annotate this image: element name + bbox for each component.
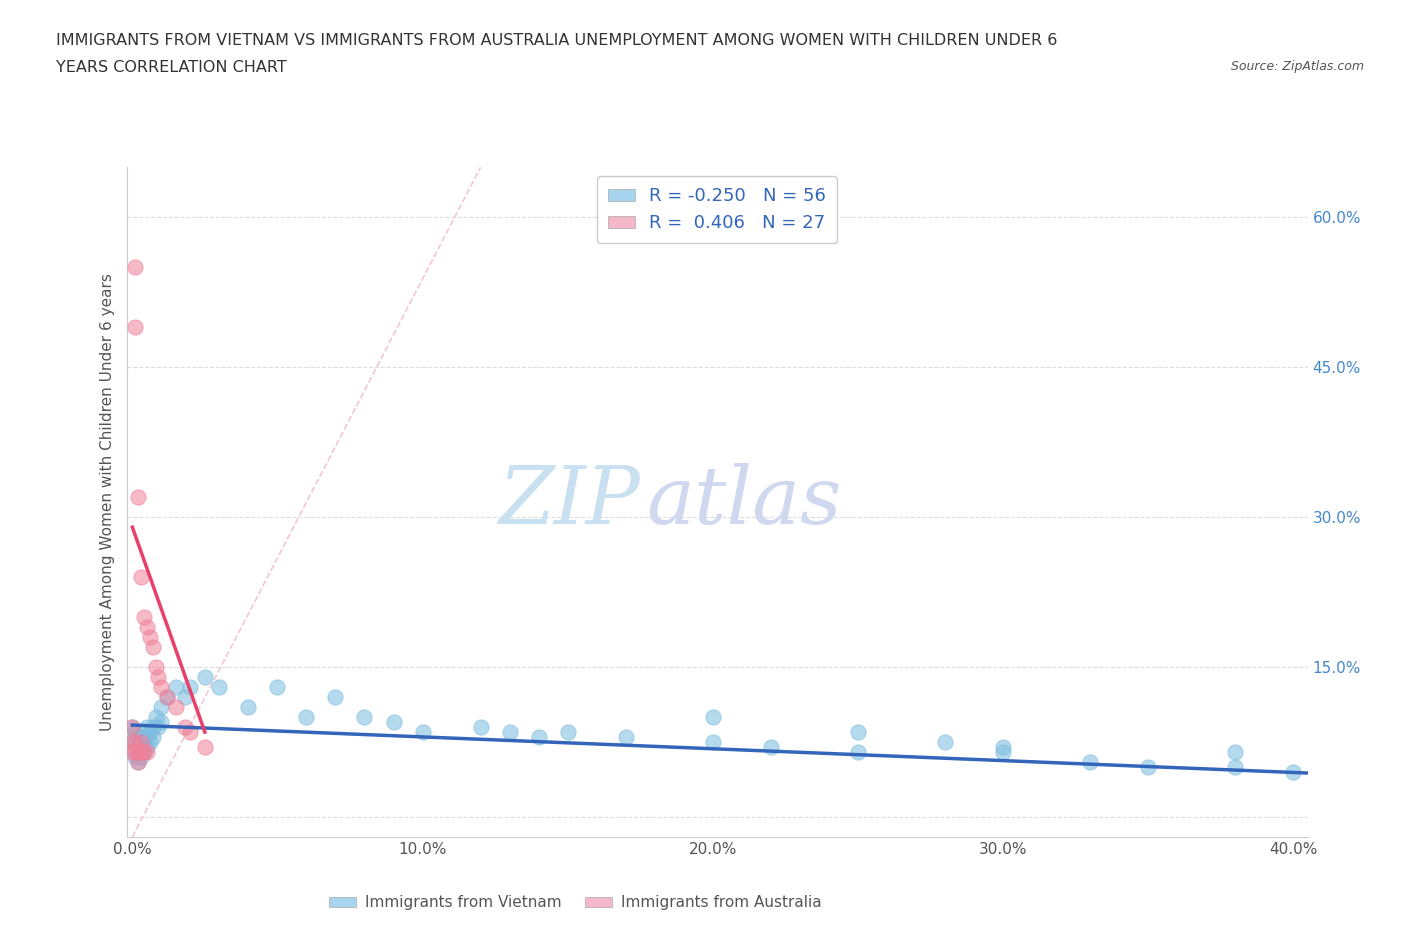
Point [194,670,217,684]
Point [127,745,149,760]
Point [127,490,149,505]
Point [1223,745,1246,760]
Legend: Immigrants from Vietnam, Immigrants from Australia: Immigrants from Vietnam, Immigrants from… [322,889,828,916]
Point [759,739,782,754]
Point [1223,760,1246,775]
Point [238,699,260,714]
Text: Source: ZipAtlas.com: Source: ZipAtlas.com [1230,60,1364,73]
Point [208,680,231,695]
Point [991,745,1014,760]
Point [165,699,187,714]
Point [1282,764,1305,779]
Point [1078,754,1101,769]
Point [266,680,288,695]
Text: atlas: atlas [647,463,842,541]
Point [139,630,162,644]
Point [702,710,724,724]
Point [132,745,155,760]
Point [614,730,637,745]
Point [121,720,143,735]
Point [148,720,170,735]
Point [846,745,869,760]
Point [127,754,149,769]
Point [124,739,146,754]
Text: ZIP: ZIP [499,463,640,541]
Text: YEARS CORRELATION CHART: YEARS CORRELATION CHART [56,60,287,75]
Point [139,735,162,750]
Point [1136,760,1159,775]
Point [156,690,179,705]
Point [382,714,405,729]
Point [132,735,155,750]
Point [127,754,149,769]
Point [135,730,157,745]
Point [124,750,146,764]
Point [135,619,157,634]
Point [527,730,550,745]
Point [135,745,157,760]
Point [325,690,347,705]
Point [991,739,1014,754]
Point [295,710,318,724]
Point [145,659,167,674]
Point [179,724,201,739]
Point [127,735,149,750]
Point [139,724,162,739]
Point [194,739,217,754]
Point [846,724,869,739]
Point [148,670,170,684]
Point [124,259,146,274]
Point [124,745,146,760]
Point [129,745,152,760]
Point [142,720,165,735]
Point [127,730,149,745]
Point [150,680,173,695]
Point [121,745,143,760]
Point [129,730,152,745]
Point [121,735,143,750]
Point [132,745,155,760]
Point [150,699,173,714]
Point [165,680,187,695]
Point [132,610,155,625]
Point [498,724,520,739]
Point [412,724,434,739]
Point [124,724,146,739]
Point [173,690,195,705]
Point [557,724,579,739]
Point [124,735,146,750]
Point [142,730,165,745]
Point [135,739,157,754]
Point [121,720,143,735]
Point [124,320,146,335]
Point [150,714,173,729]
Point [353,710,375,724]
Point [156,690,179,705]
Point [142,640,165,655]
Point [129,750,152,764]
Point [127,745,149,760]
Point [129,735,152,750]
Point [129,739,152,754]
Point [129,570,152,585]
Text: IMMIGRANTS FROM VIETNAM VS IMMIGRANTS FROM AUSTRALIA UNEMPLOYMENT AMONG WOMEN WI: IMMIGRANTS FROM VIETNAM VS IMMIGRANTS FR… [56,33,1057,47]
Point [121,735,143,750]
Point [934,735,956,750]
Point [702,735,724,750]
Point [173,720,195,735]
Y-axis label: Unemployment Among Women with Children Under 6 years: Unemployment Among Women with Children U… [100,273,115,731]
Point [135,720,157,735]
Point [145,710,167,724]
Point [179,680,201,695]
Point [470,720,492,735]
